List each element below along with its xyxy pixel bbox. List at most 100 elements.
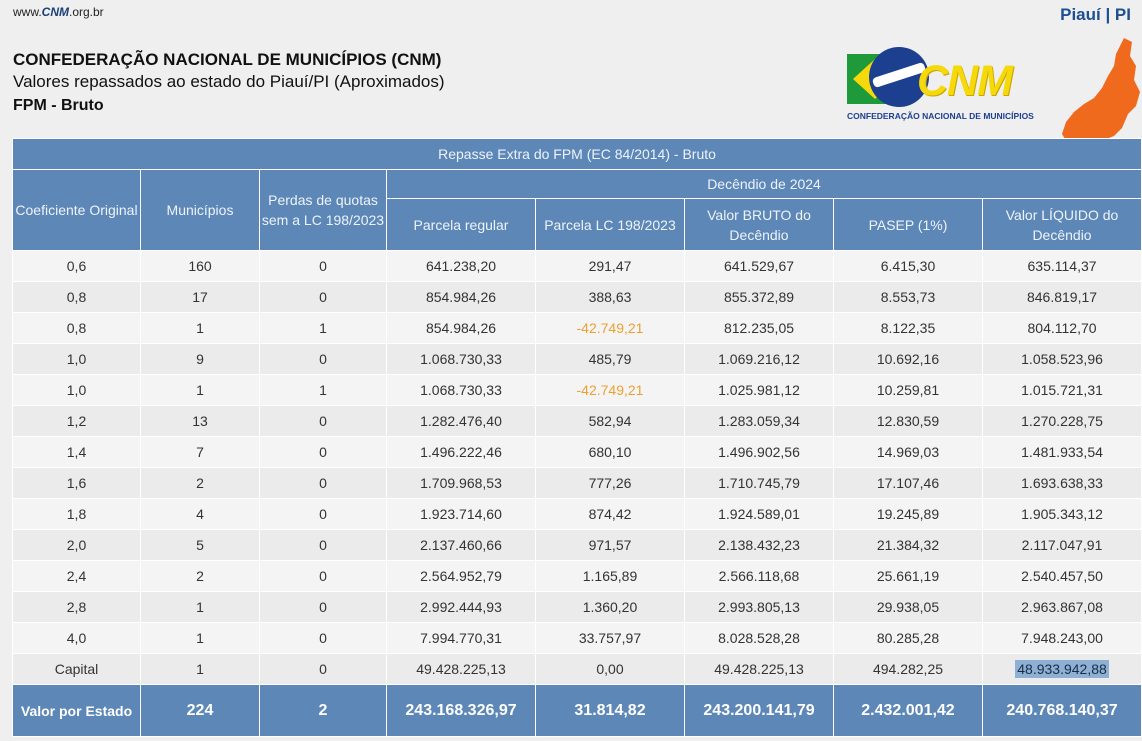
cell-pasep: 8.553,73 bbox=[833, 281, 983, 313]
cell-municipios: 1 bbox=[140, 622, 260, 654]
cell-valor-bruto: 2.138.432,23 bbox=[684, 529, 834, 561]
cell-parcela-regular: 854.984,26 bbox=[386, 281, 536, 313]
cell-parcela-regular: 1.709.968,53 bbox=[386, 467, 536, 499]
cell-pasep: 14.969,03 bbox=[833, 436, 983, 468]
cell-parcela-lc: 777,26 bbox=[535, 467, 685, 499]
cell-perdas: 0 bbox=[259, 467, 387, 499]
cell-perdas: 1 bbox=[259, 312, 387, 344]
total-municipios: 224 bbox=[140, 684, 260, 737]
cell-municipios: 1 bbox=[140, 653, 260, 685]
fund-label: FPM - Bruto bbox=[13, 97, 104, 114]
cell-parcela-regular: 1.923.714,60 bbox=[386, 498, 536, 530]
site-url-brand: CNM bbox=[41, 5, 69, 19]
cell-parcela-lc: 1.165,89 bbox=[535, 560, 685, 592]
total-pasep: 2.432.001,42 bbox=[833, 684, 983, 737]
cell-valor-bruto: 1.924.589,01 bbox=[684, 498, 834, 530]
cell-perdas: 0 bbox=[259, 529, 387, 561]
cell-valor-bruto: 8.028.528,28 bbox=[684, 622, 834, 654]
cell-municipios: 1 bbox=[140, 591, 260, 623]
col-header-parcela-regular: Parcela regular bbox=[386, 198, 536, 251]
cell-municipios: 9 bbox=[140, 343, 260, 375]
piaui-map-icon bbox=[1062, 38, 1140, 156]
cell-perdas: 0 bbox=[259, 343, 387, 375]
cell-municipios: 5 bbox=[140, 529, 260, 561]
document-subtitle: Valores repassados ao estado do Piauí/PI… bbox=[13, 72, 445, 91]
selected-text-highlight[interactable]: 48.933.942,88 bbox=[1015, 660, 1109, 678]
cell-valor-liquido: 1.058.523,96 bbox=[981, 343, 1142, 375]
site-url[interactable]: www.CNM.org.br bbox=[13, 5, 104, 19]
cell-valor-liquido: 2.963.867,08 bbox=[981, 591, 1142, 623]
cell-valor-liquido: 48.933.942,88 bbox=[981, 653, 1142, 685]
col-header-coeficiente: Coeficiente Original bbox=[12, 169, 141, 251]
table-row: 1,6 2 0 1.709.968,53 777,26 1.710.745,79… bbox=[12, 467, 1142, 499]
cell-coef: 1,8 bbox=[12, 498, 141, 530]
cell-coef: 0,6 bbox=[12, 250, 141, 282]
cell-parcela-regular: 2.992.444,93 bbox=[386, 591, 536, 623]
cell-valor-liquido: 1.270.228,75 bbox=[981, 405, 1142, 437]
table-row: 2,0 5 0 2.137.460,66 971,57 2.138.432,23… bbox=[12, 529, 1142, 561]
cell-parcela-regular: 1.496.222,46 bbox=[386, 436, 536, 468]
cell-coef: Capital bbox=[12, 653, 141, 685]
cell-parcela-lc: 291,47 bbox=[535, 250, 685, 282]
table-row: 0,8 17 0 854.984,26 388,63 855.372,89 8.… bbox=[12, 281, 1142, 313]
cell-valor-liquido: 635.114,37 bbox=[981, 250, 1142, 282]
cell-pasep: 80.285,28 bbox=[833, 622, 983, 654]
col-header-valor-bruto: Valor BRUTO do Decêndio bbox=[684, 198, 834, 251]
logo-subtitle: CONFEDERAÇÃO NACIONAL DE MUNICÍPIOS bbox=[847, 111, 1034, 121]
site-url-suffix: .org.br bbox=[69, 5, 104, 19]
cell-parcela-regular: 49.428.225,13 bbox=[386, 653, 536, 685]
fpm-table: Repasse Extra do FPM (EC 84/2014) - Brut… bbox=[11, 138, 1142, 737]
table-row: 1,2 13 0 1.282.476,40 582,94 1.283.059,3… bbox=[12, 405, 1142, 437]
cell-perdas: 0 bbox=[259, 591, 387, 623]
cell-coef: 1,0 bbox=[12, 343, 141, 375]
total-valor-liquido: 240.768.140,37 bbox=[981, 684, 1142, 737]
total-parcela-regular: 243.168.326,97 bbox=[386, 684, 536, 737]
cell-parcela-lc: 680,10 bbox=[535, 436, 685, 468]
cell-municipios: 13 bbox=[140, 405, 260, 437]
table-row: 0,8 1 1 854.984,26 -42.749,21 812.235,05… bbox=[12, 312, 1142, 344]
cell-valor-bruto: 2.993.805,13 bbox=[684, 591, 834, 623]
cell-coef: 0,8 bbox=[12, 312, 141, 344]
cell-valor-liquido: 846.819,17 bbox=[981, 281, 1142, 313]
cell-parcela-lc: -42.749,21 bbox=[535, 374, 685, 406]
cell-valor-bruto: 1.283.059,34 bbox=[684, 405, 834, 437]
cell-coef: 2,4 bbox=[12, 560, 141, 592]
total-parcela-lc: 31.814,82 bbox=[535, 684, 685, 737]
cell-valor-bruto: 1.710.745,79 bbox=[684, 467, 834, 499]
cell-valor-bruto: 2.566.118,68 bbox=[684, 560, 834, 592]
cell-valor-liquido: 7.948.243,00 bbox=[981, 622, 1142, 654]
cell-pasep: 17.107,46 bbox=[833, 467, 983, 499]
cell-valor-liquido: 1.905.343,12 bbox=[981, 498, 1142, 530]
cell-municipios: 1 bbox=[140, 312, 260, 344]
cell-pasep: 25.661,19 bbox=[833, 560, 983, 592]
table-row: 1,4 7 0 1.496.222,46 680,10 1.496.902,56… bbox=[12, 436, 1142, 468]
cell-parcela-regular: 854.984,26 bbox=[386, 312, 536, 344]
cell-valor-liquido: 804.112,70 bbox=[981, 312, 1142, 344]
table-row: 1,0 1 1 1.068.730,33 -42.749,21 1.025.98… bbox=[12, 374, 1142, 406]
cell-municipios: 2 bbox=[140, 560, 260, 592]
cell-pasep: 19.245,89 bbox=[833, 498, 983, 530]
cell-valor-bruto: 812.235,05 bbox=[684, 312, 834, 344]
organization-title: CONFEDERAÇÃO NACIONAL DE MUNICÍPIOS (CNM… bbox=[13, 50, 442, 69]
cell-municipios: 17 bbox=[140, 281, 260, 313]
cell-coef: 4,0 bbox=[12, 622, 141, 654]
cell-pasep: 10.259,81 bbox=[833, 374, 983, 406]
cell-valor-bruto: 1.069.216,12 bbox=[684, 343, 834, 375]
cell-coef: 0,8 bbox=[12, 281, 141, 313]
site-url-prefix: www. bbox=[13, 5, 42, 19]
cell-valor-bruto: 49.428.225,13 bbox=[684, 653, 834, 685]
cell-valor-liquido: 2.117.047,91 bbox=[981, 529, 1142, 561]
cell-parcela-regular: 2.137.460,66 bbox=[386, 529, 536, 561]
cell-pasep: 10.692,16 bbox=[833, 343, 983, 375]
cell-coef: 1,0 bbox=[12, 374, 141, 406]
cell-perdas: 0 bbox=[259, 250, 387, 282]
cell-pasep: 494.282,25 bbox=[833, 653, 983, 685]
cell-parcela-regular: 1.068.730,33 bbox=[386, 343, 536, 375]
cell-municipios: 7 bbox=[140, 436, 260, 468]
cell-pasep: 21.384,32 bbox=[833, 529, 983, 561]
col-header-pasep: PASEP (1%) bbox=[833, 198, 983, 251]
table-caption: Repasse Extra do FPM (EC 84/2014) - Brut… bbox=[11, 138, 1142, 170]
document-header: CONFEDERAÇÃO NACIONAL DE MUNICÍPIOS (CNM… bbox=[13, 50, 445, 118]
cell-perdas: 0 bbox=[259, 405, 387, 437]
cell-coef: 1,4 bbox=[12, 436, 141, 468]
